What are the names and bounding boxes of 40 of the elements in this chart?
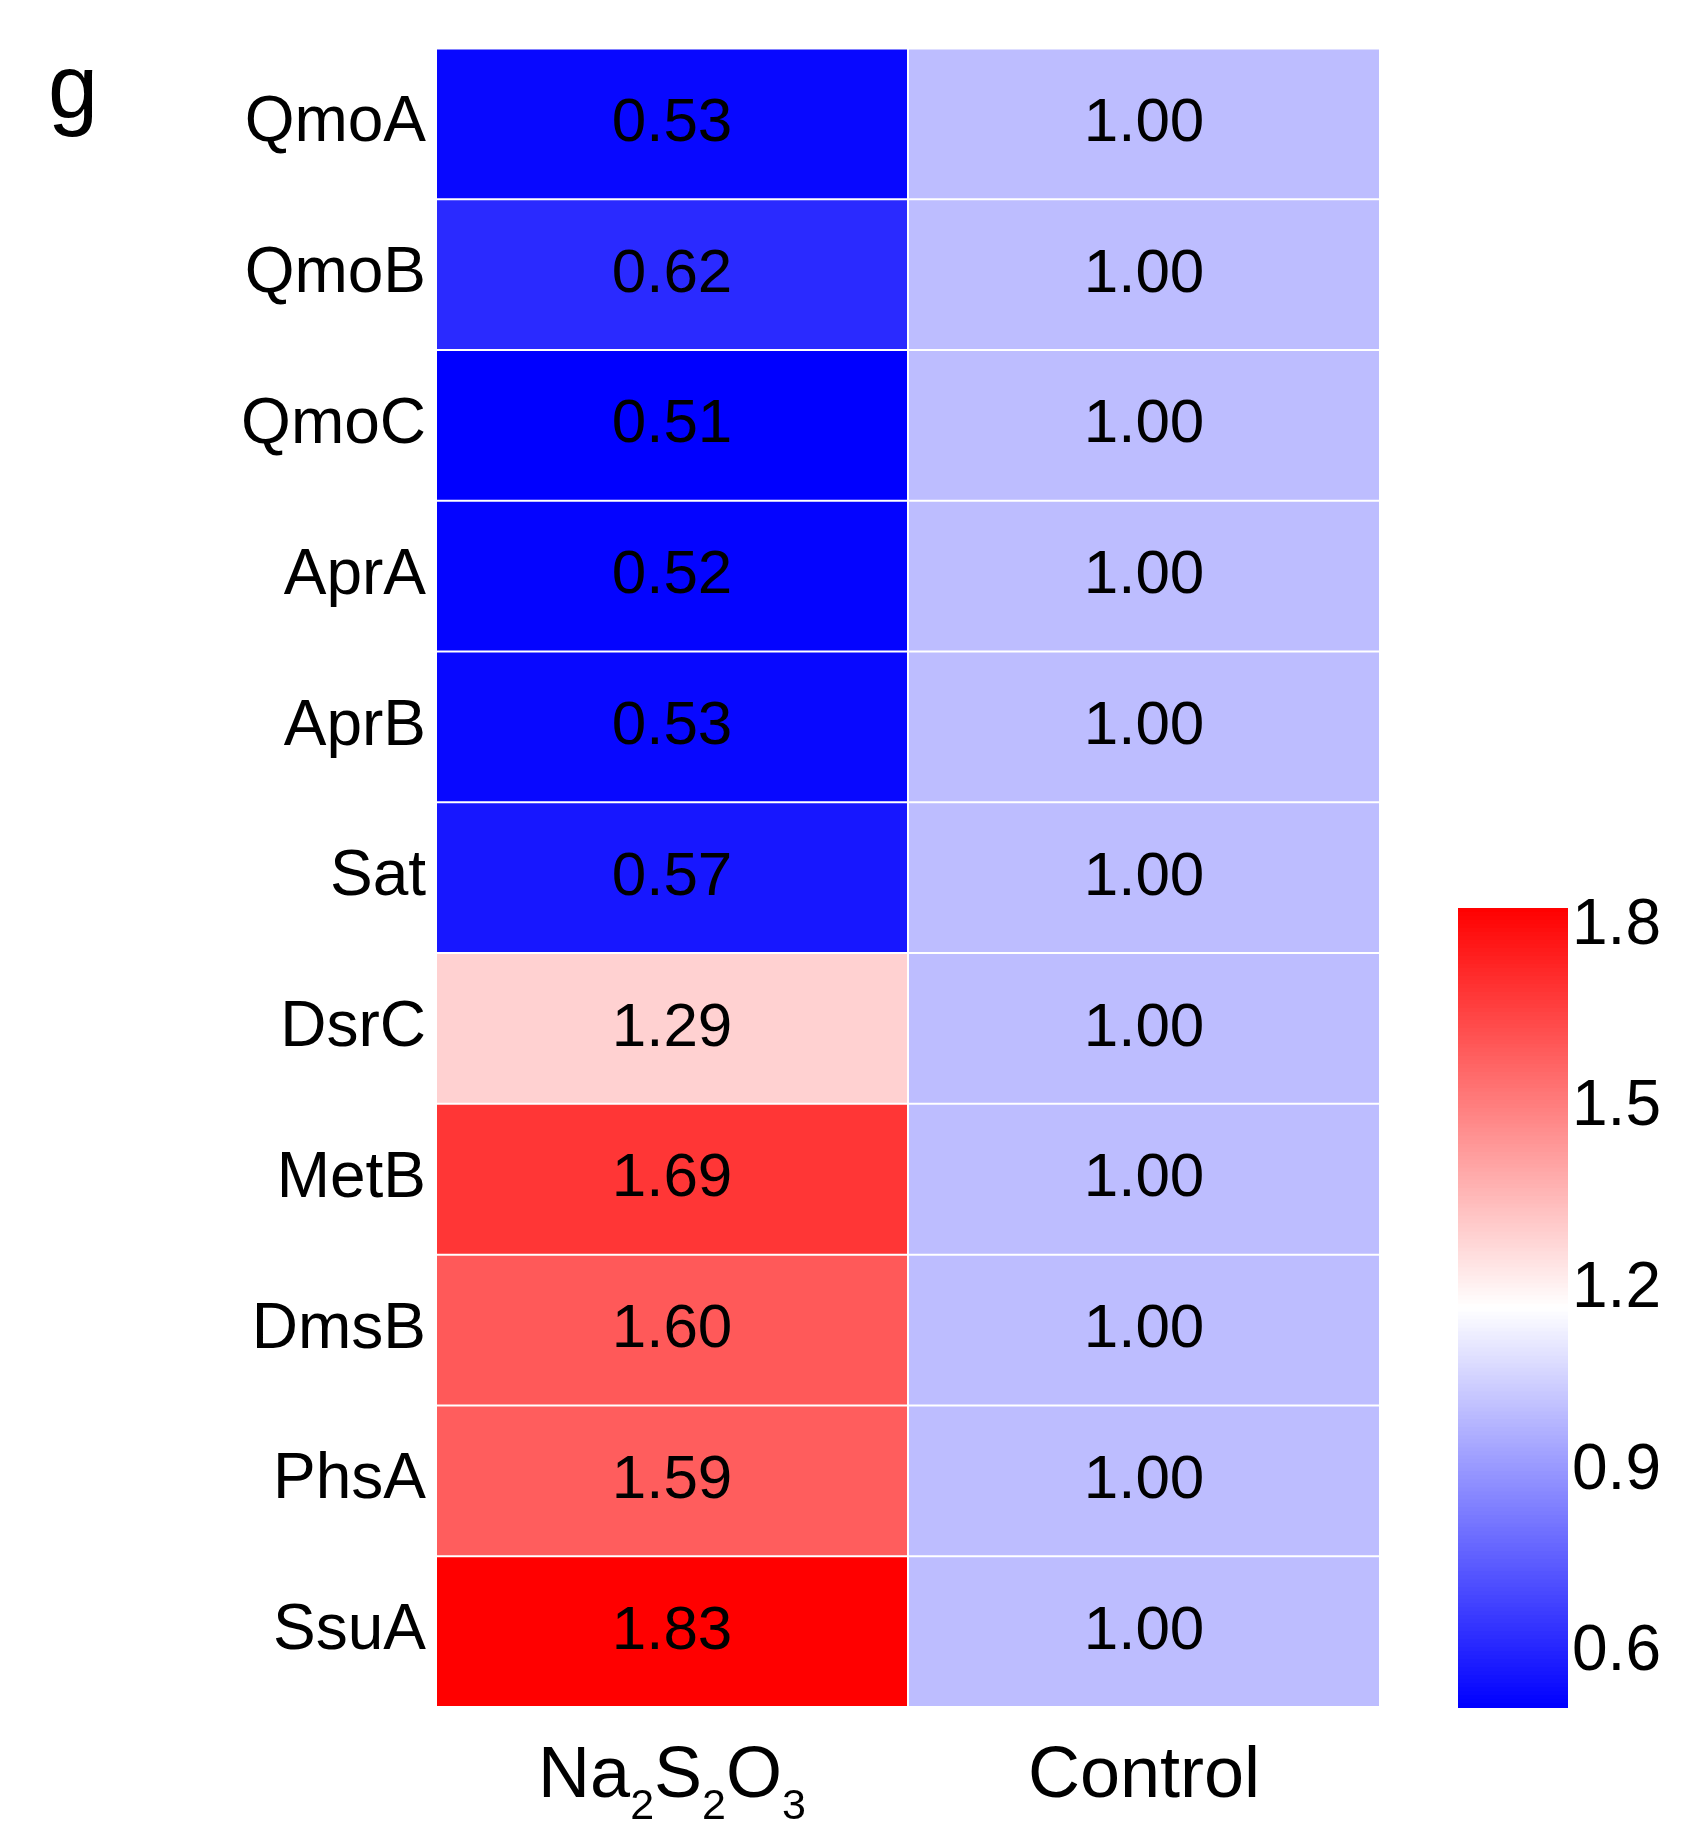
data-label: 0.53 (611, 688, 733, 758)
color-bar-label: 0.6 (1572, 1612, 1661, 1685)
data-label: 1.00 (1083, 235, 1205, 305)
y-tick-label: MetB (276, 1138, 426, 1211)
color-bar-label: 1.8 (1572, 885, 1661, 958)
color-bar-label: 1.5 (1572, 1067, 1661, 1140)
y-tick-label: Sat (329, 837, 427, 910)
data-label: 1.00 (1083, 688, 1205, 758)
y-tick-label: DsrC (280, 988, 426, 1061)
data-label: 1.00 (1083, 386, 1205, 456)
y-tick-label: PhsA (273, 1440, 427, 1513)
y-tick-label: SsuA (273, 1591, 427, 1664)
data-label: 1.00 (1083, 537, 1205, 607)
y-tick-label: DmsB (251, 1289, 426, 1362)
x-tick-label: Control (1027, 1732, 1261, 1812)
data-label: 0.57 (611, 838, 733, 908)
data-label: 1.59 (611, 1441, 733, 1511)
data-label: 1.69 (611, 1140, 733, 1210)
y-tick-label: AprA (283, 535, 427, 608)
text: g (48, 37, 99, 137)
data-label: 1.29 (611, 989, 733, 1059)
data-label: 1.00 (1083, 84, 1205, 154)
y-tick-label: QmoC (241, 385, 426, 457)
data-label: 1.00 (1083, 989, 1205, 1059)
data-label: 0.52 (611, 537, 733, 607)
data-label: 1.00 (1083, 1291, 1205, 1361)
data-label: 0.53 (611, 84, 733, 154)
y-tick-label: AprB (283, 686, 426, 759)
color-bar-label: 1.2 (1572, 1248, 1661, 1321)
data-label: 1.00 (1083, 1592, 1205, 1662)
data-label: 0.51 (611, 386, 733, 456)
data-label: 1.60 (611, 1291, 733, 1361)
y-tick-label: QmoA (244, 83, 427, 156)
data-label: 1.00 (1083, 1441, 1205, 1511)
data-label: 1.00 (1083, 838, 1205, 908)
data-label: 0.62 (611, 235, 733, 305)
data-label: 1.83 (611, 1592, 733, 1662)
data-label: 1.00 (1083, 1140, 1205, 1210)
y-tick-label: QmoB (244, 234, 426, 307)
color-bar-label: 0.9 (1572, 1430, 1661, 1503)
